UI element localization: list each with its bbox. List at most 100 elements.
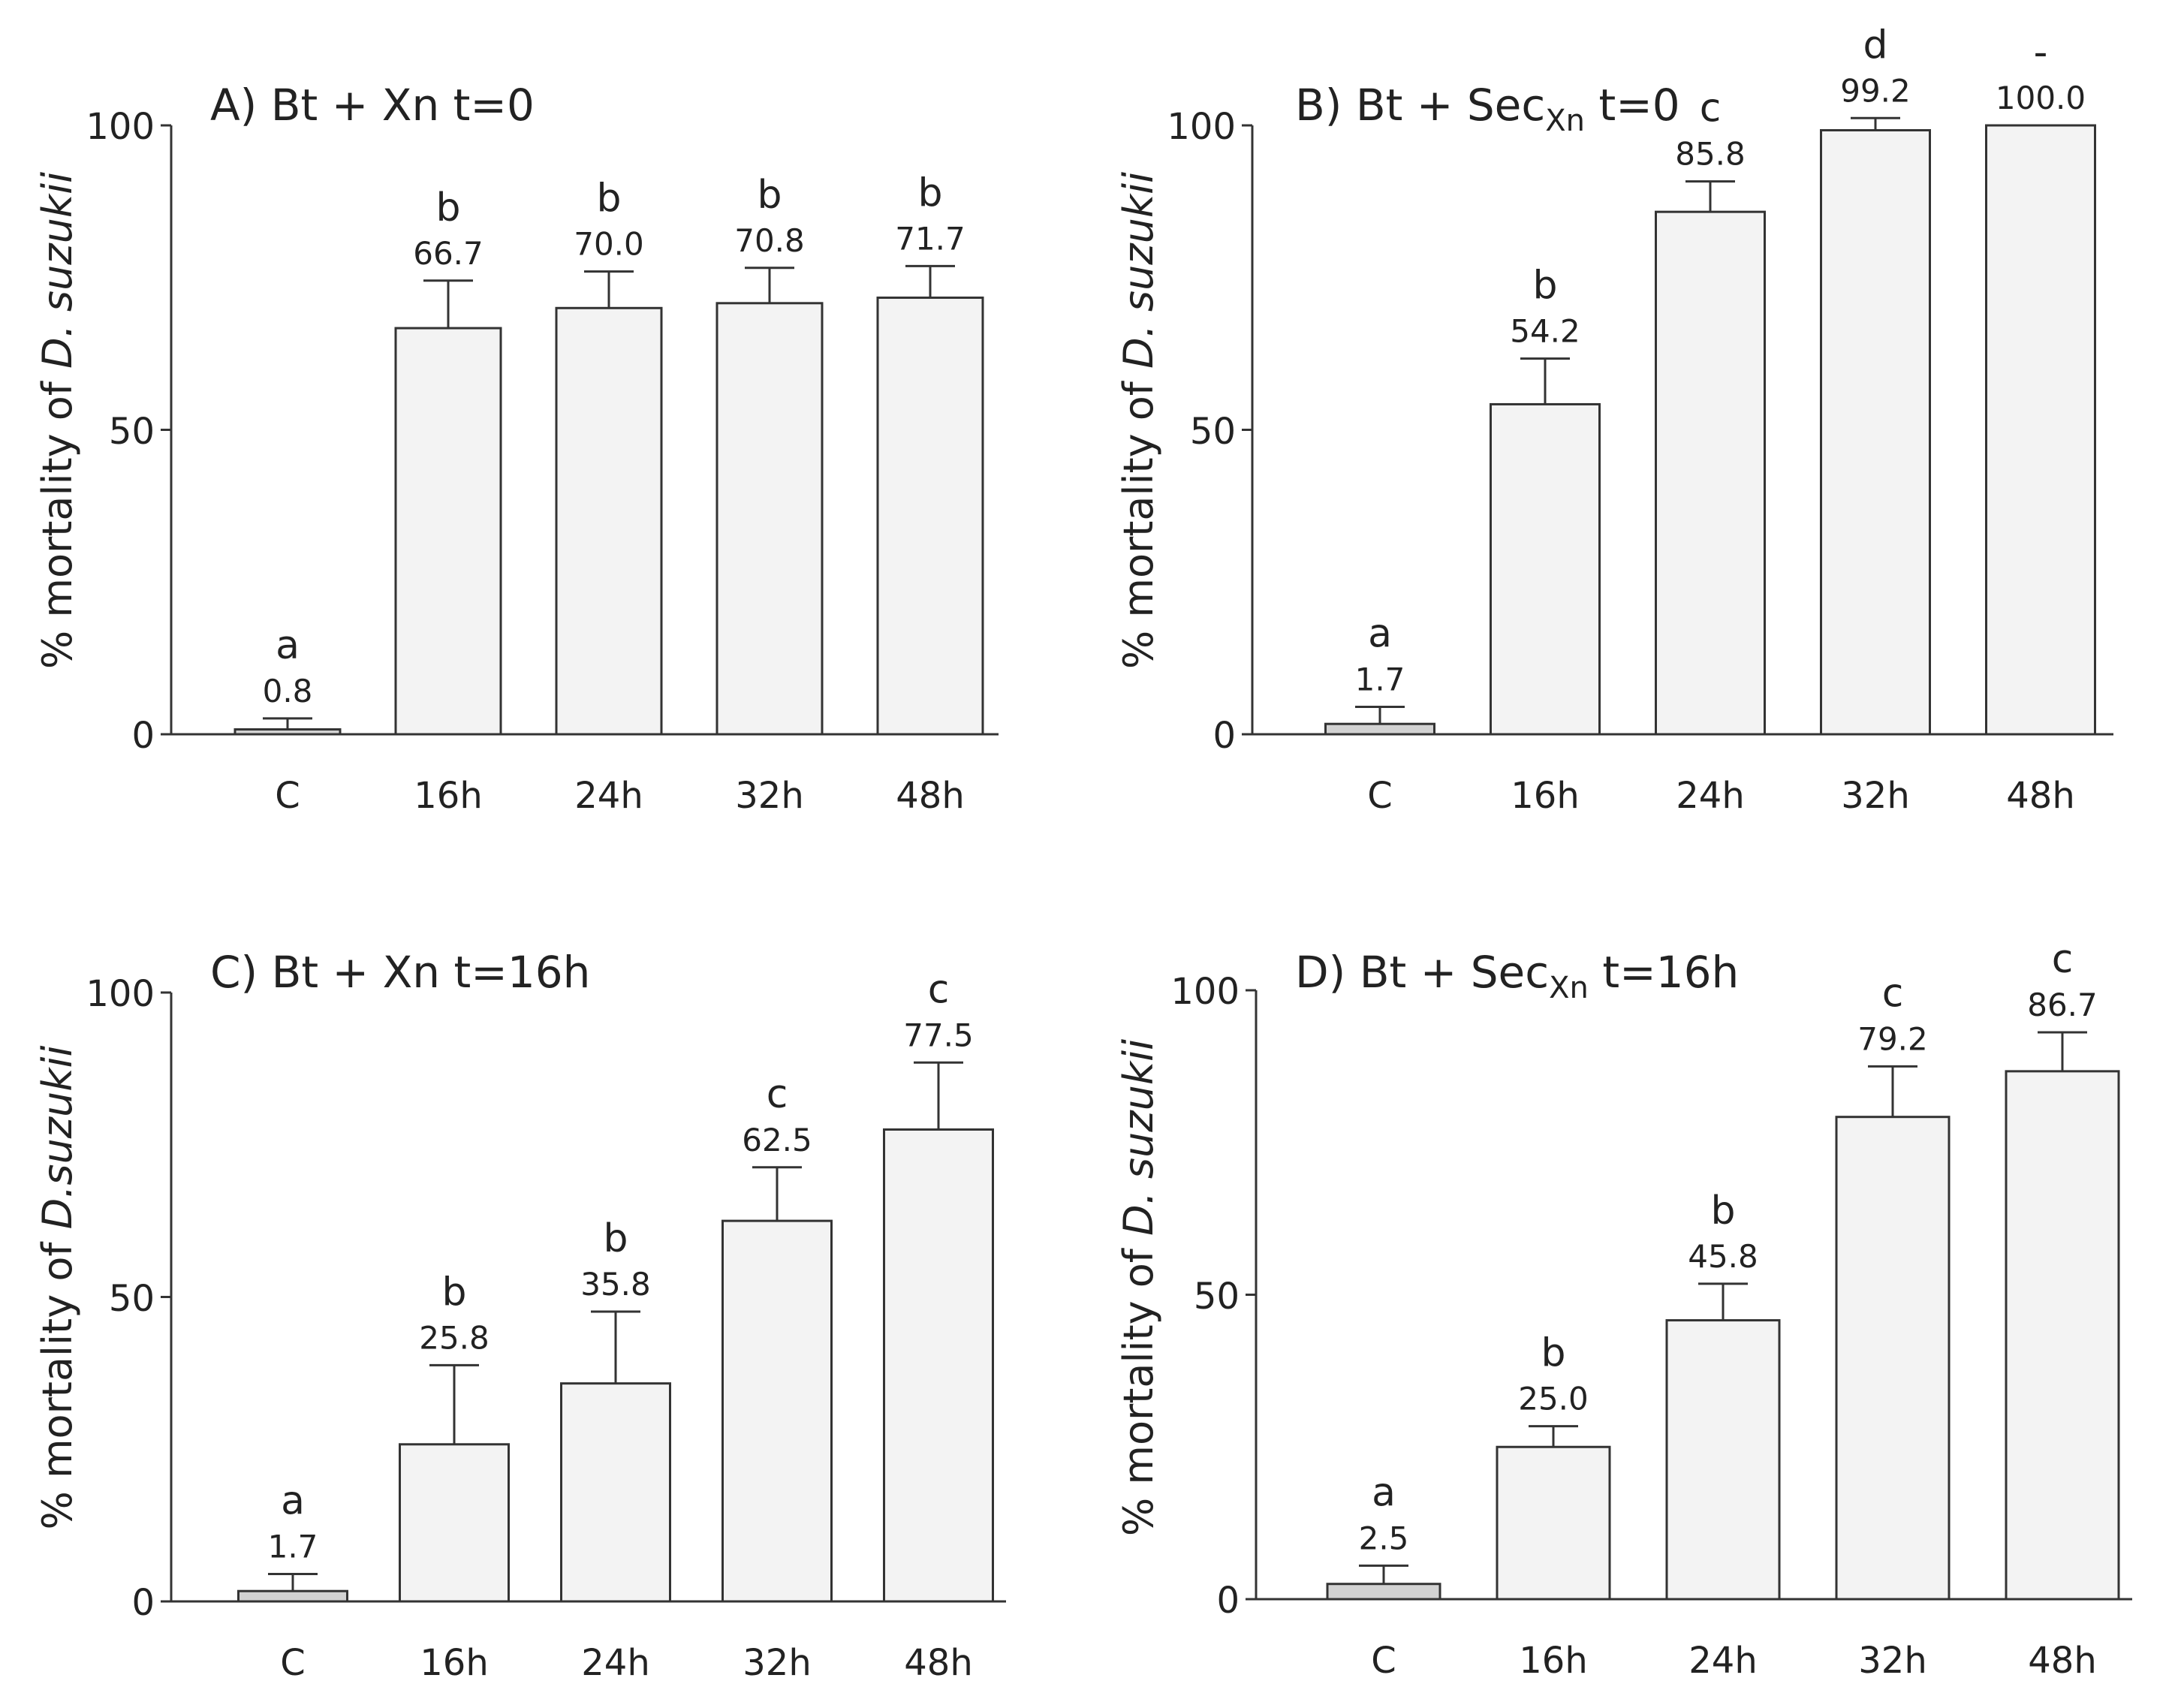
panel-d-bar xyxy=(1326,1583,1441,1601)
panel-a-xtick-label: 24h xyxy=(574,775,643,817)
panel-b-xtick-label: 32h xyxy=(1841,775,1910,817)
panel-b-value-label: 1.7 xyxy=(1355,661,1405,698)
panel-a-xtick-label: C xyxy=(275,775,300,817)
panel-d-value-label: 2.5 xyxy=(1359,1520,1409,1556)
panel-d-ytick-100: 100 xyxy=(1170,971,1240,1013)
panel-c-significance-label: c xyxy=(928,967,950,1012)
panel-b-significance-label: - xyxy=(2034,30,2048,75)
panel-c-xtick-label: 24h xyxy=(581,1642,650,1684)
panel-c-y-axis-label: % mortality of D.suzukii xyxy=(34,1045,81,1529)
panel-b-title: B) Bt + SecXn t=0 xyxy=(1295,80,1680,138)
panel-a-bar xyxy=(394,327,502,736)
panel-a-value-label: 71.7 xyxy=(895,220,965,257)
panel-b-y-axis-label: % mortality of D. suzukii xyxy=(1115,172,1162,669)
panel-a-xtick-label: 48h xyxy=(896,775,965,817)
panel-c-significance-label: a xyxy=(281,1479,305,1524)
panel-a-significance-label: b xyxy=(757,173,782,218)
panel-b-value-label: 100.0 xyxy=(1996,80,2086,116)
panel-b-xtick-label: 16h xyxy=(1511,775,1580,817)
panel-a-significance-label: b xyxy=(435,185,460,230)
panel-b-significance-label: a xyxy=(1368,612,1392,657)
panel-d-xtick-label: 48h xyxy=(2028,1640,2097,1682)
panel-d-value-label: 86.7 xyxy=(2027,987,2098,1023)
panel-c-value-label: 35.8 xyxy=(580,1266,651,1303)
panel-c-value-label: 62.5 xyxy=(742,1122,812,1158)
panel-c: C) Bt + Xn t=16h % mortality of D.suzuki… xyxy=(34,947,973,1684)
panel-a-bar xyxy=(715,302,824,736)
panel-b-significance-label: c xyxy=(1700,86,1722,131)
panel-a-significance-label: a xyxy=(276,623,300,668)
panel-c-xtick-label: 48h xyxy=(904,1642,973,1684)
panel-a-bar xyxy=(233,728,342,736)
panel-d-xtick-label: C xyxy=(1371,1640,1396,1682)
panel-b-bar xyxy=(1985,124,2096,736)
panel-b-value-label: 54.2 xyxy=(1510,313,1580,350)
panel-d-significance-label: c xyxy=(2052,937,2074,982)
panel-d-bar xyxy=(1835,1116,1951,1601)
panel-a-ytick-100: 100 xyxy=(86,106,155,148)
panel-a-bar xyxy=(555,306,663,736)
panel-c-ytick-50: 50 xyxy=(109,1278,155,1320)
panel-b-bar xyxy=(1820,128,1931,736)
panel-c-significance-label: b xyxy=(603,1216,628,1261)
panel-a-value-label: 70.8 xyxy=(734,222,805,259)
panel-a-value-label: 70.0 xyxy=(574,226,644,263)
panel-d-significance-label: a xyxy=(1372,1470,1396,1515)
panel-d-ytick-0: 0 xyxy=(1216,1580,1240,1622)
panel-c-ytick-100: 100 xyxy=(86,973,155,1015)
panel-d-y-axis-label: % mortality of D. suzukii xyxy=(1115,1039,1162,1536)
panel-b: B) Bt + SecXn t=0 % mortality of D. suzu… xyxy=(1115,80,2075,817)
panel-d-bar xyxy=(2005,1070,2120,1601)
panel-a-ytick-50: 50 xyxy=(109,411,155,453)
panel-b-ytick-0: 0 xyxy=(1212,715,1236,757)
panel-b-bar xyxy=(1490,402,1601,736)
panel-c-bar xyxy=(721,1219,833,1603)
panel-d-significance-label: b xyxy=(1710,1188,1735,1234)
panel-c-bar xyxy=(399,1443,510,1603)
panel-a-value-label: 0.8 xyxy=(263,673,313,709)
panel-c-title: C) Bt + Xn t=16h xyxy=(210,947,590,998)
panel-b-significance-label: d xyxy=(1863,23,1887,68)
panel-c-value-label: 1.7 xyxy=(268,1529,318,1565)
panel-b-xtick-label: 48h xyxy=(2006,775,2075,817)
panel-a-xtick-label: 32h xyxy=(735,775,804,817)
panel-d-bar xyxy=(1665,1319,1781,1601)
panel-c-xtick-label: 32h xyxy=(743,1642,812,1684)
panel-a: A) Bt + Xn t=0 % mortality of D. suzukii… xyxy=(34,80,965,817)
panel-c-xtick-label: 16h xyxy=(420,1642,489,1684)
panel-d-bar xyxy=(1496,1445,1611,1601)
panel-b-ytick-100: 100 xyxy=(1167,106,1236,148)
panel-d-value-label: 45.8 xyxy=(1688,1238,1758,1275)
panel-a-significance-label: b xyxy=(596,176,621,221)
panel-b-value-label: 85.8 xyxy=(1675,136,1746,173)
panel-c-significance-label: b xyxy=(441,1270,466,1315)
panel-d-xtick-label: 24h xyxy=(1688,1640,1758,1682)
panel-c-value-label: 25.8 xyxy=(419,1319,490,1356)
panel-a-significance-label: b xyxy=(917,170,942,215)
panel-d-ytick-50: 50 xyxy=(1194,1276,1240,1318)
panel-b-ytick-50: 50 xyxy=(1190,411,1236,453)
panel-c-xtick-label: C xyxy=(280,1642,306,1684)
panel-a-y-axis-label: % mortality of D. suzukii xyxy=(34,172,81,669)
panel-d-xtick-label: 32h xyxy=(1858,1640,1927,1682)
panel-a-bar xyxy=(876,297,984,736)
panel-d-xtick-label: 16h xyxy=(1519,1640,1588,1682)
panel-d-title: D) Bt + SecXn t=16h xyxy=(1295,947,1739,1005)
panel-a-value-label: 66.7 xyxy=(413,235,483,272)
panel-b-significance-label: b xyxy=(1532,264,1557,309)
panel-c-bar xyxy=(237,1589,348,1603)
plot-layer: 0.8 a 66.7 b 70.0 b 70.8 b 71.7 b 1.7 a 54.2 b 85.8 c 99… xyxy=(161,23,2132,1603)
panel-c-bar xyxy=(883,1128,994,1603)
panel-a-title: A) Bt + Xn t=0 xyxy=(210,80,535,131)
panel-d: D) Bt + SecXn t=16h % mortality of D. su… xyxy=(1115,947,2097,1682)
panel-a-xtick-label: 16h xyxy=(414,775,483,817)
panel-c-significance-label: c xyxy=(767,1072,788,1117)
panel-b-bar xyxy=(1324,722,1435,736)
panel-b-xtick-label: 24h xyxy=(1676,775,1745,817)
panel-b-bar xyxy=(1655,210,1766,736)
panel-a-ytick-0: 0 xyxy=(131,715,155,757)
panel-b-xtick-label: C xyxy=(1367,775,1393,817)
panel-d-value-label: 79.2 xyxy=(1857,1020,1928,1057)
panel-d-significance-label: c xyxy=(1882,971,1904,1016)
